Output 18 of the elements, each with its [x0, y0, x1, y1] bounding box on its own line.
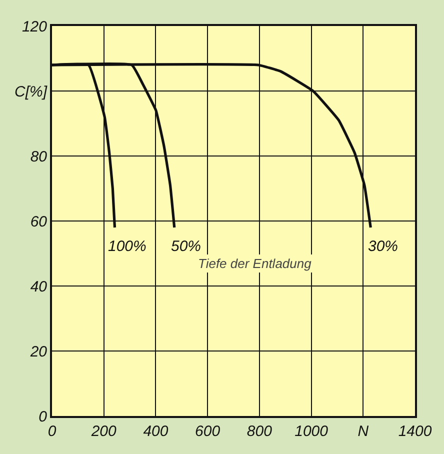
x-tick-label: 200	[90, 423, 118, 440]
y-tick-label: 20	[29, 343, 48, 360]
series-label: 30%	[368, 238, 398, 255]
x-tick-label: 1400	[398, 423, 432, 440]
y-tick-label: C[%]	[14, 83, 48, 100]
x-tick-label: 400	[143, 423, 169, 440]
x-tick-label: 800	[246, 423, 273, 440]
annotation: Tiefe der Entladung	[198, 256, 312, 271]
y-tick-label: 60	[30, 213, 48, 230]
x-tick-label: 1000	[294, 423, 329, 440]
series-label: 100%	[108, 238, 146, 255]
y-tick-label: 40	[30, 278, 48, 296]
x-tick-label: 600	[195, 423, 221, 440]
y-tick-label: 0	[38, 408, 48, 426]
series-label: 50%	[171, 238, 202, 255]
x-tick-label: N	[358, 423, 369, 440]
y-tick-label: 80	[30, 148, 48, 166]
y-tick-label: 120	[22, 18, 48, 36]
